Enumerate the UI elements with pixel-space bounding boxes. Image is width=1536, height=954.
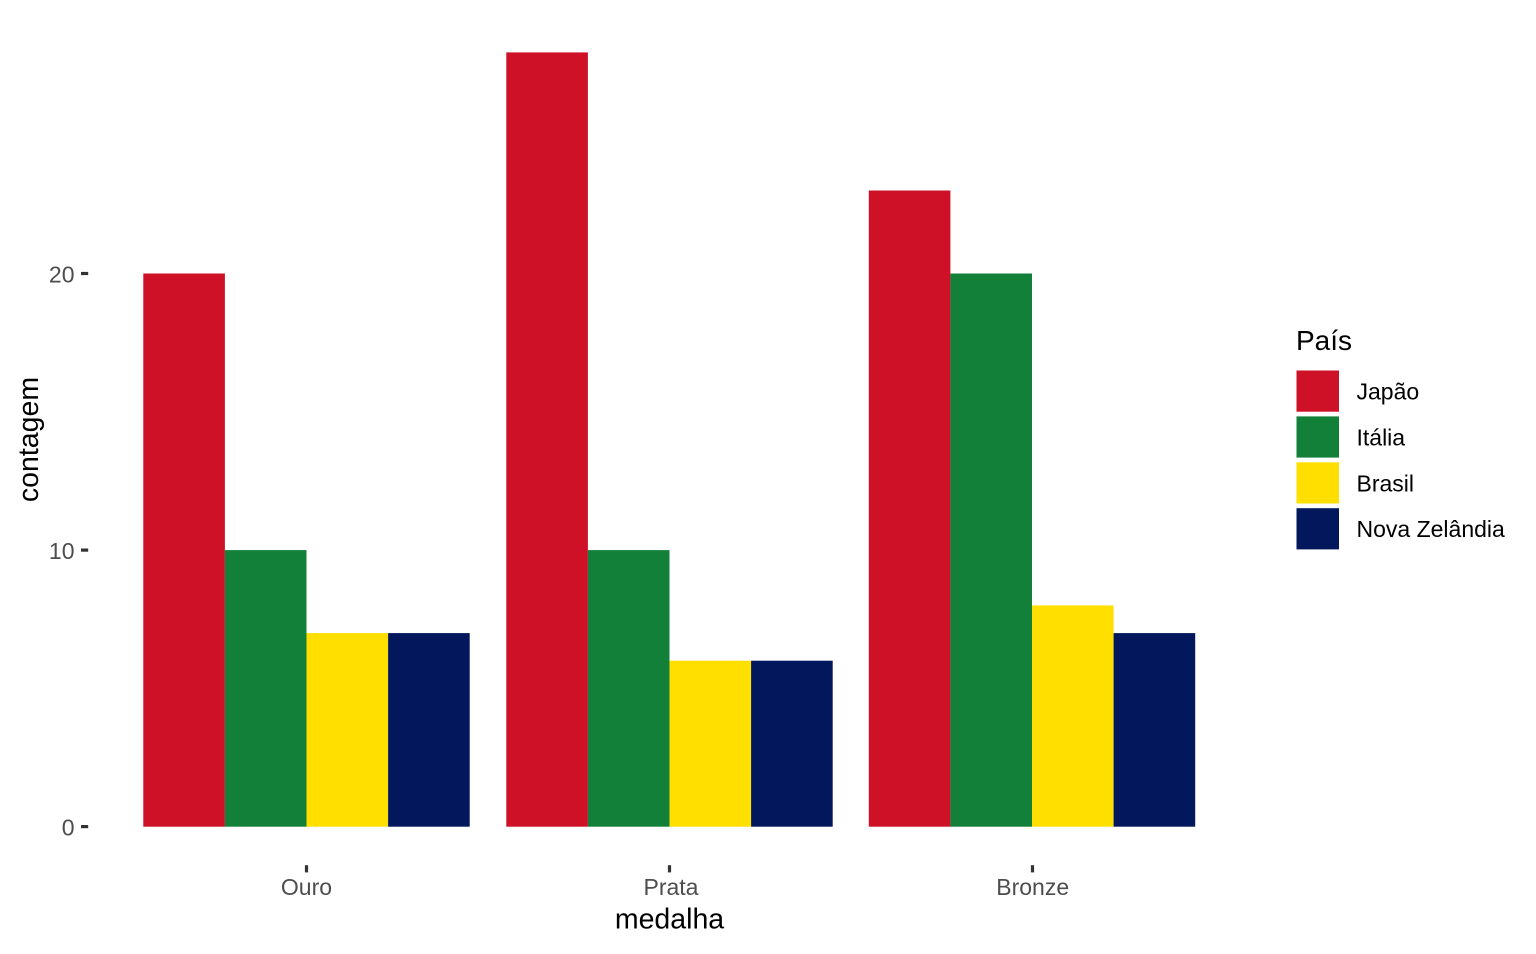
svg-text:Nova Zelândia: Nova Zelândia [1357,516,1506,542]
svg-text:País: País [1296,325,1352,356]
svg-text:Ouro: Ouro [281,874,332,900]
svg-text:Prata: Prata [644,874,699,900]
svg-text:medalha: medalha [615,904,724,936]
svg-text:Brasil: Brasil [1357,470,1415,496]
svg-text:contagem: contagem [13,377,45,502]
svg-text:20: 20 [49,262,75,288]
svg-text:10: 10 [49,538,75,564]
svg-text:Itália: Itália [1357,424,1406,450]
svg-text:Bronze: Bronze [996,874,1069,900]
svg-text:Japão: Japão [1357,379,1420,405]
svg-text:0: 0 [62,815,75,841]
